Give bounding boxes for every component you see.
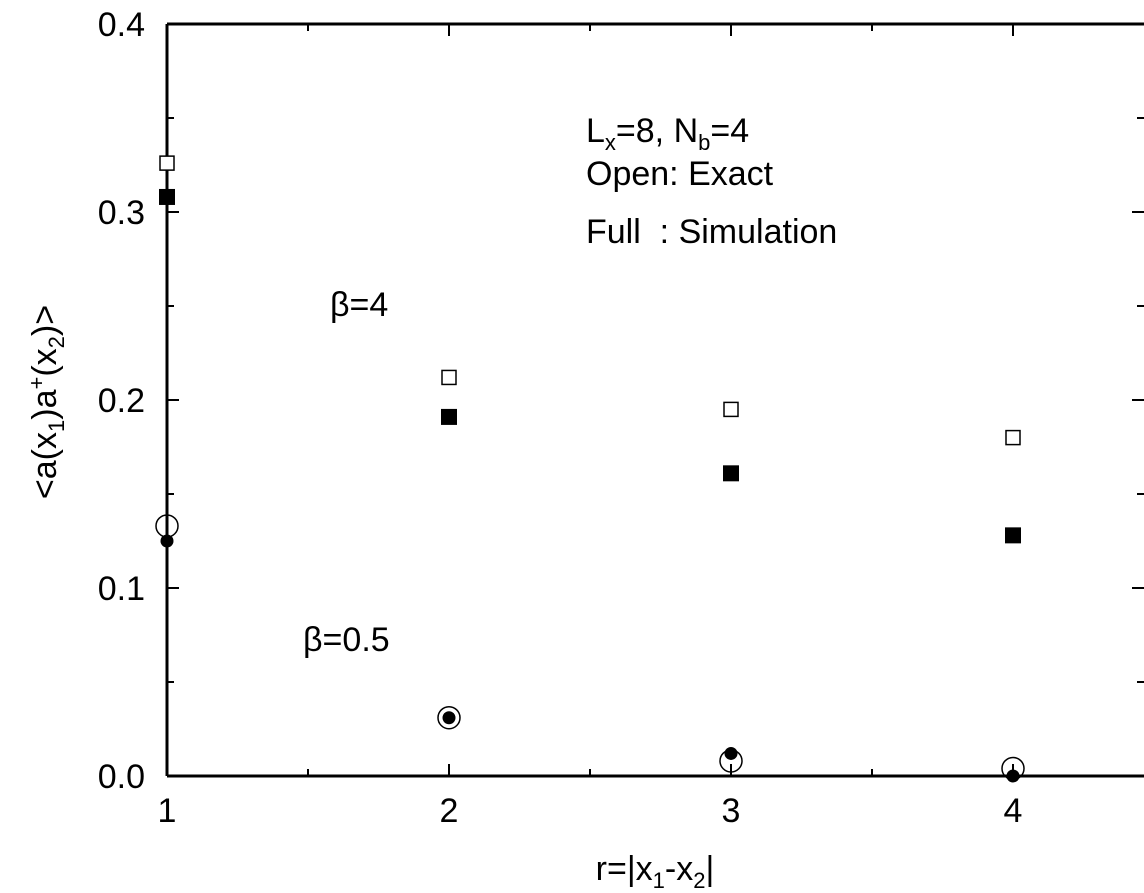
legend-line-1: Lx=8, Nb=4 xyxy=(586,112,749,155)
data-point-circle-open xyxy=(437,705,461,730)
legend-line-2: Open: Exact xyxy=(586,155,774,193)
y-tick-label: 0.3 xyxy=(98,194,145,232)
y-axis-title-sup: + xyxy=(24,377,49,390)
legend-mid: =8, N xyxy=(616,112,698,150)
tick-labels: 0.0 0.1 0.2 0.3 0.4 1 2 3 4 xyxy=(98,6,1023,830)
x-axis-title: r=|x1-x2| xyxy=(596,850,715,893)
legend-l: L xyxy=(586,112,605,150)
legend-end: =4 xyxy=(710,112,749,150)
y-axis-title-b: )a xyxy=(26,389,64,419)
x-tick-label: 2 xyxy=(440,792,459,830)
x-axis-title-end: | xyxy=(706,850,715,888)
data-point-square-filled xyxy=(1005,527,1021,544)
data-point-circle-filled xyxy=(1006,769,1020,783)
data-point-square-open xyxy=(1005,429,1021,446)
data-point-circle-filled xyxy=(724,746,738,760)
legend-line-3: Full : Simulation xyxy=(586,213,837,251)
x-axis-title-mid: -x xyxy=(665,850,693,888)
annotation-beta-4: β=4 xyxy=(330,286,388,324)
data-point-square-filled xyxy=(723,465,739,482)
y-tick-label: 0.4 xyxy=(98,6,145,44)
x-tick-label: 3 xyxy=(722,792,741,830)
legend-lx-sub: x xyxy=(605,130,616,155)
data-point-square-filled xyxy=(159,188,175,205)
data-point-square-open xyxy=(723,401,739,418)
y-axis-title-d: )> xyxy=(26,305,64,336)
y-axis-title-sub2: 2 xyxy=(44,336,69,348)
x-axis-title-main: r=|x xyxy=(596,850,653,888)
ticks xyxy=(166,23,1144,777)
data-point-square-filled xyxy=(441,408,457,425)
x-tick-label: 4 xyxy=(1004,792,1023,830)
data-point-square-open xyxy=(441,369,457,386)
y-axis-title: <a(x1)a+(x2)> xyxy=(24,305,69,499)
legend-nb-sub: b xyxy=(698,130,710,155)
data-point-circle-filled xyxy=(160,534,174,548)
data-markers xyxy=(155,155,1025,783)
y-tick-label: 0.1 xyxy=(98,570,145,608)
x-tick-label: 1 xyxy=(158,792,177,830)
y-axis-title-c: (x xyxy=(26,348,64,376)
y-axis-title-sub1: 1 xyxy=(44,420,69,432)
annotation-beta-0-5: β=0.5 xyxy=(303,621,390,659)
x-axis-title-sub2: 2 xyxy=(693,868,705,893)
y-tick-label: 0.0 xyxy=(98,758,145,796)
y-axis-title-a: <a(x xyxy=(26,432,64,499)
x-axis-title-sub1: 1 xyxy=(653,868,665,893)
data-point-square-open xyxy=(159,155,175,171)
y-tick-label: 0.2 xyxy=(98,382,145,420)
data-point-circle-filled xyxy=(442,711,456,725)
